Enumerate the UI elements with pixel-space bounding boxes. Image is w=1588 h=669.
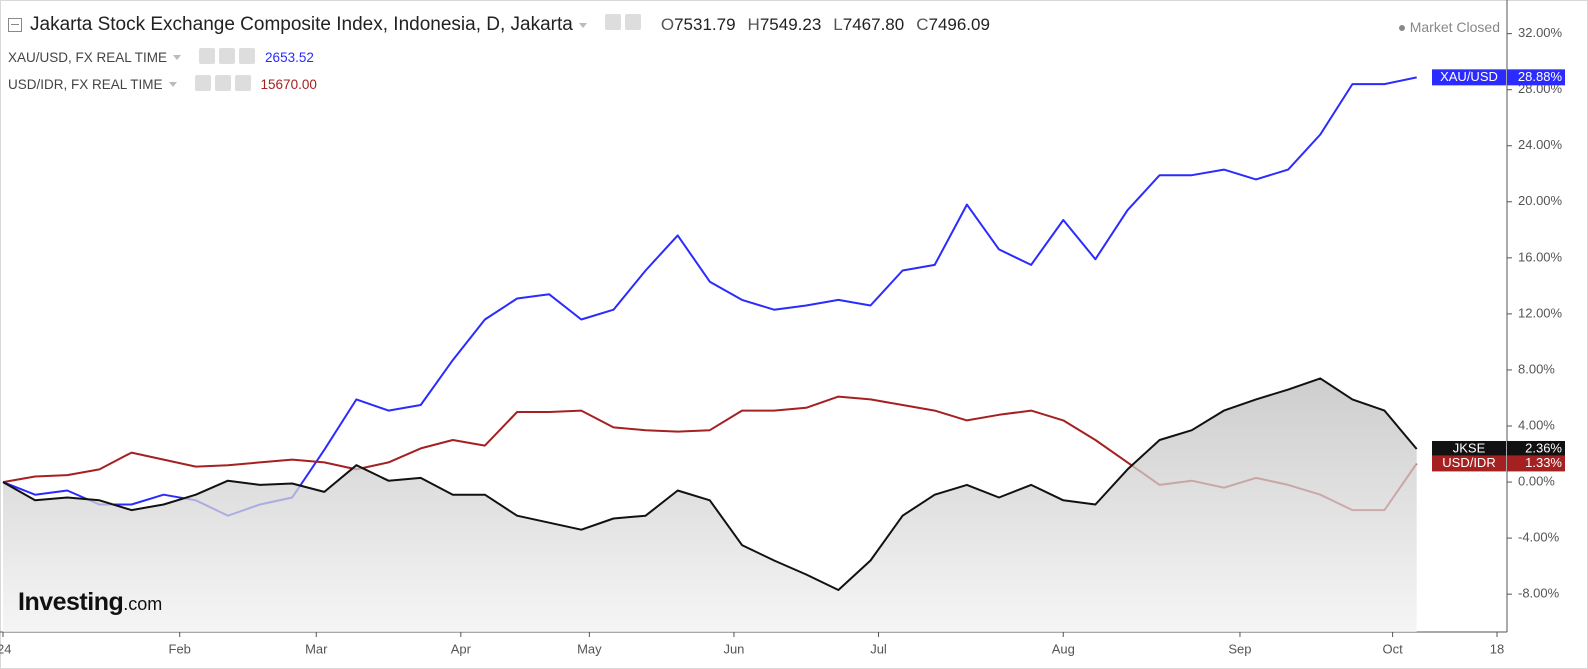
end-tag-value: 1.33% [1525, 455, 1562, 470]
y-tick-label: 12.00% [1518, 305, 1563, 320]
x-tick-label: 18 [1490, 641, 1504, 656]
legend-text: USD/IDR, FX REAL TIME [8, 77, 163, 92]
end-tag-name-bg [1432, 69, 1506, 86]
y-tick-label: 16.00% [1518, 249, 1563, 264]
icon[interactable] [234, 75, 251, 91]
legend-price: 15670.00 [260, 77, 317, 92]
end-tag-name: USD/IDR [1442, 455, 1495, 470]
icon[interactable] [194, 75, 211, 91]
icons [601, 14, 641, 36]
y-tick-label: -8.00% [1518, 586, 1560, 601]
end-tag-value-bg [1507, 69, 1565, 86]
area [3, 378, 1417, 632]
settings-icon[interactable] [624, 14, 641, 30]
x-tick-label: Aug [1052, 641, 1075, 656]
legend-row: XAU/USD, FX REAL TIME 2653.52 [8, 48, 314, 67]
icon[interactable] [219, 48, 236, 64]
legend-row: USD/IDR, FX REAL TIME 15670.00 [8, 75, 317, 94]
x-tick-label: Oct [1382, 641, 1403, 656]
ohlc-value: 7549.23 [759, 15, 822, 34]
end-tag-name: XAU/USD [1440, 69, 1498, 84]
logo: Investing.com [18, 588, 162, 617]
logo-suffix: .com [123, 594, 163, 614]
collapse-icon[interactable] [8, 18, 22, 32]
x-tick-label: May [577, 641, 602, 656]
legend-text: XAU/USD, FX REAL TIME [8, 50, 168, 65]
icon[interactable] [239, 48, 256, 64]
ohlc-key: C [916, 15, 929, 34]
ohlc: O7531.79 H7549.23 L7467.80 C7496.09 [649, 15, 990, 35]
series-line [2, 377, 1418, 591]
y-tick-label: 32.00% [1518, 25, 1563, 40]
ohlc-value: 7531.79 [674, 15, 736, 34]
icons [191, 75, 251, 94]
end-tag-name-bg [1432, 440, 1506, 457]
x-tick-label: Sep [1228, 641, 1251, 656]
y-tick-label: 8.00% [1518, 361, 1555, 376]
logo-text: Investing [18, 588, 124, 616]
legend-price: 2653.52 [265, 50, 314, 65]
ohlc-key: H [747, 15, 760, 34]
icon[interactable] [199, 48, 216, 64]
end-tag-value: 2.36% [1525, 440, 1562, 455]
y-tick-label: -4.00% [1518, 530, 1560, 545]
ohlc-key: L [833, 15, 843, 34]
y-tick-label: 0.00% [1518, 473, 1555, 488]
dropdown[interactable] [578, 22, 587, 28]
end-tag-name-bg [1432, 455, 1506, 472]
end-tag-name: JKSE [1453, 440, 1486, 455]
end-tag-value: 28.88% [1518, 69, 1563, 84]
end-tag-value-bg [1507, 440, 1565, 457]
icon[interactable] [214, 75, 231, 91]
x-tick-label: Feb [169, 641, 191, 656]
dropdown[interactable] [173, 55, 182, 60]
x-tick-label: Mar [305, 641, 328, 656]
market-status: Market Closed [1399, 19, 1500, 35]
x-tick-label: '24 [0, 641, 11, 656]
ohlc-key: O [660, 15, 675, 34]
y-tick-label: 4.00% [1518, 417, 1555, 432]
end-tag-value-bg [1507, 455, 1565, 472]
icons [195, 48, 256, 67]
eye-icon[interactable] [604, 14, 621, 30]
header: Jakarta Stock Exchange Composite Index, … [8, 14, 990, 36]
ohlc-value: 7467.80 [842, 15, 905, 34]
x-tick-label: Apr [451, 641, 472, 656]
chart-title: Jakarta Stock Exchange Composite Index, … [30, 14, 573, 35]
x-tick-label: Jun [723, 641, 744, 656]
y-tick-label: 20.00% [1518, 193, 1563, 208]
y-tick-label: 24.00% [1518, 137, 1563, 152]
ohlc-value: 7496.09 [928, 15, 990, 34]
x-tick-label: Jul [870, 641, 887, 656]
dropdown[interactable] [168, 82, 177, 87]
